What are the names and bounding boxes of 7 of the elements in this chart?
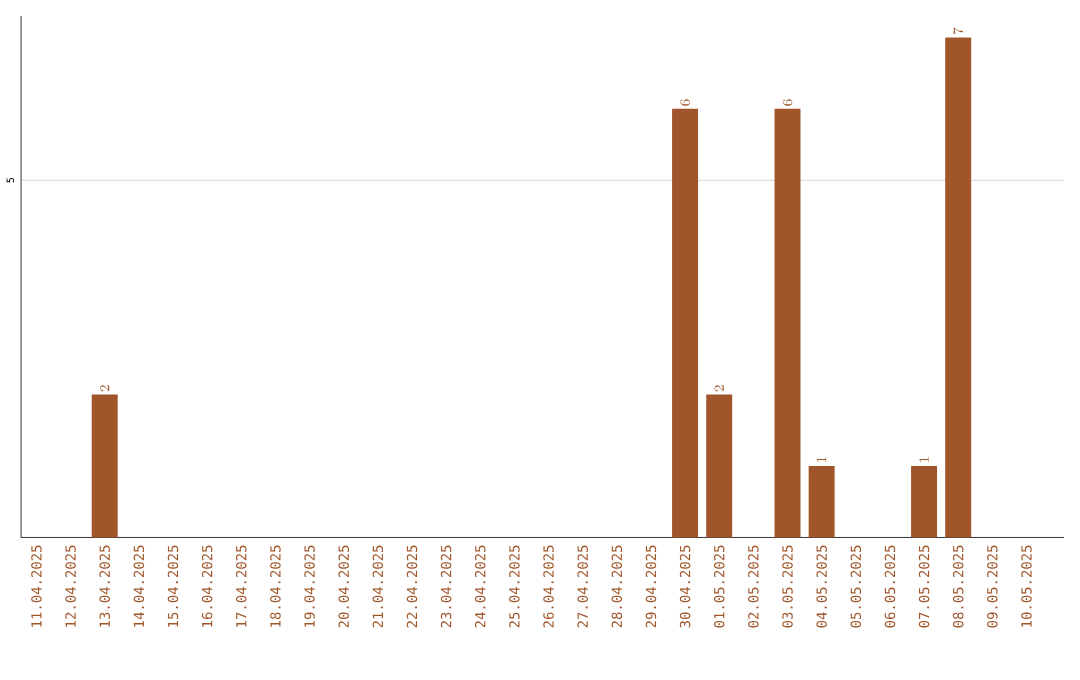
bar — [911, 466, 938, 538]
bar — [808, 466, 835, 538]
bar — [945, 37, 972, 538]
bar — [91, 394, 118, 538]
bar — [672, 109, 699, 538]
bar — [706, 394, 733, 538]
bar — [774, 109, 801, 538]
